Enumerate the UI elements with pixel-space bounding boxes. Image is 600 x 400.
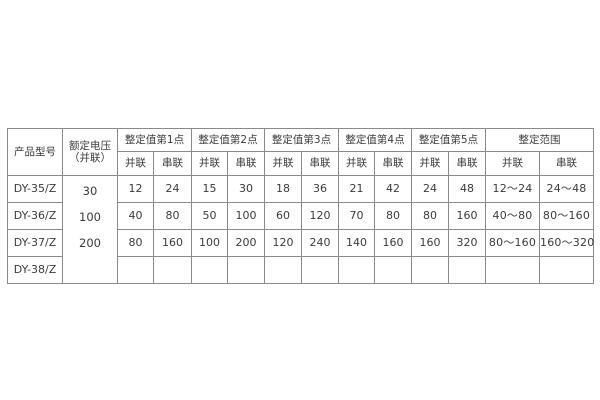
cell-p5-series: 320	[448, 229, 486, 257]
cell-rated-voltage-merged: 30 100 200	[62, 175, 118, 284]
cell-p5-parallel	[411, 256, 449, 284]
cell-p4-parallel: 21	[338, 175, 375, 203]
header-sub-p1-parallel: 并联	[117, 151, 154, 176]
cell-p3-series: 36	[301, 175, 339, 203]
cell-range-series: 80～160	[539, 202, 594, 230]
cell-p4-series: 80	[374, 202, 412, 230]
cell-p1-series: 80	[153, 202, 192, 230]
cell-p5-series	[448, 256, 486, 284]
cell-p5-parallel: 80	[411, 202, 449, 230]
header-sub-p3-series: 串联	[301, 151, 339, 176]
cell-p4-series: 160	[374, 229, 412, 257]
header-sub-range-series: 串联	[539, 151, 594, 176]
header-rated-voltage-line1: 额定电压	[69, 139, 111, 152]
cell-p4-series: 42	[374, 175, 412, 203]
rated-voltage-value-2: 100	[79, 209, 101, 224]
cell-p4-parallel: 140	[338, 229, 375, 257]
header-sub-p5-series: 串联	[448, 151, 486, 176]
cell-p3-parallel: 120	[264, 229, 302, 257]
cell-p2-parallel: 100	[191, 229, 228, 257]
cell-p1-parallel: 40	[117, 202, 154, 230]
table-row: DY-36/Z 40 80 50 100 60 120 70 80 80 160…	[7, 202, 594, 230]
header-sub-p3-parallel: 并联	[264, 151, 302, 176]
cell-model: DY-35/Z	[7, 175, 63, 203]
cell-p2-parallel	[191, 256, 228, 284]
cell-p1-parallel: 12	[117, 175, 154, 203]
cell-model: DY-38/Z	[7, 256, 63, 284]
specification-table-container: 产品型号 额定电压 （并联） 整定值第1点 整定值第2点 整定值第3点 整定值第…	[7, 128, 594, 284]
table-header-row-subcolumns: 并联 串联 并联 串联 并联 串联 并联 串联 并联 串联 并联 串联	[8, 151, 594, 176]
header-group-setting-range: 整定范围	[485, 128, 594, 152]
cell-p4-parallel: 70	[338, 202, 375, 230]
header-group-setpoint-3: 整定值第3点	[264, 128, 339, 152]
cell-p1-parallel: 80	[117, 229, 154, 257]
cell-p2-series	[227, 256, 265, 284]
cell-p4-series	[374, 256, 412, 284]
table-row: DY-37/Z 80 160 100 200 120 240 140 160 1…	[7, 229, 594, 257]
cell-p5-series: 160	[448, 202, 486, 230]
cell-range-parallel: 40～80	[485, 202, 540, 230]
cell-p4-parallel	[338, 256, 375, 284]
cell-p3-parallel: 18	[264, 175, 302, 203]
header-sub-p5-parallel: 并联	[411, 151, 449, 176]
cell-p2-parallel: 15	[191, 175, 228, 203]
header-product-model: 产品型号	[7, 128, 63, 176]
relay-setting-specification-table: 产品型号 额定电压 （并联） 整定值第1点 整定值第2点 整定值第3点 整定值第…	[7, 128, 594, 284]
header-rated-voltage: 额定电压 （并联）	[62, 128, 118, 176]
header-group-setpoint-2: 整定值第2点	[191, 128, 265, 152]
rated-voltage-value-1: 30	[82, 183, 98, 198]
header-sub-p2-series: 串联	[227, 151, 265, 176]
cell-range-series: 24～48	[539, 175, 594, 203]
header-group-setpoint-1: 整定值第1点	[117, 128, 192, 152]
cell-model: DY-36/Z	[7, 202, 63, 230]
header-sub-range-parallel: 并联	[485, 151, 540, 176]
cell-range-series: 160～320	[539, 229, 594, 257]
cell-p2-series: 30	[227, 175, 265, 203]
cell-p5-parallel: 160	[411, 229, 449, 257]
rated-voltage-stack: 30 100 200	[63, 178, 117, 282]
header-sub-p4-parallel: 并联	[338, 151, 375, 176]
cell-p1-parallel	[117, 256, 154, 284]
cell-p3-series: 120	[301, 202, 339, 230]
header-sub-p1-series: 串联	[153, 151, 192, 176]
header-sub-p2-parallel: 并联	[191, 151, 228, 176]
cell-p3-parallel: 60	[264, 202, 302, 230]
table-row: DY-35/Z 30 100 200 12 24 15 30 18 36 21 …	[7, 175, 594, 284]
header-group-setpoint-5: 整定值第5点	[411, 128, 486, 152]
cell-p1-series: 160	[153, 229, 192, 257]
cell-p3-series: 240	[301, 229, 339, 257]
cell-range-parallel: 80～160	[485, 229, 540, 257]
cell-p2-series: 200	[227, 229, 265, 257]
cell-p2-parallel: 50	[191, 202, 228, 230]
header-group-setpoint-4: 整定值第4点	[338, 128, 412, 152]
cell-range-parallel	[485, 256, 540, 284]
rated-voltage-value-3: 200	[79, 235, 101, 250]
cell-p2-series: 100	[227, 202, 265, 230]
cell-p1-series	[153, 256, 192, 284]
cell-range-parallel: 12～24	[485, 175, 540, 203]
cell-p3-parallel	[264, 256, 302, 284]
cell-p5-parallel: 24	[411, 175, 449, 203]
table-header-row-groups: 产品型号 额定电压 （并联） 整定值第1点 整定值第2点 整定值第3点 整定值第…	[7, 128, 594, 176]
header-rated-voltage-line2: （并联）	[69, 152, 111, 164]
cell-range-series	[539, 256, 594, 284]
cell-p3-series	[301, 256, 339, 284]
cell-p1-series: 24	[153, 175, 192, 203]
cell-p5-series: 48	[448, 175, 486, 203]
cell-model: DY-37/Z	[7, 229, 63, 257]
table-row: DY-38/Z	[7, 256, 594, 284]
header-sub-p4-series: 串联	[374, 151, 412, 176]
